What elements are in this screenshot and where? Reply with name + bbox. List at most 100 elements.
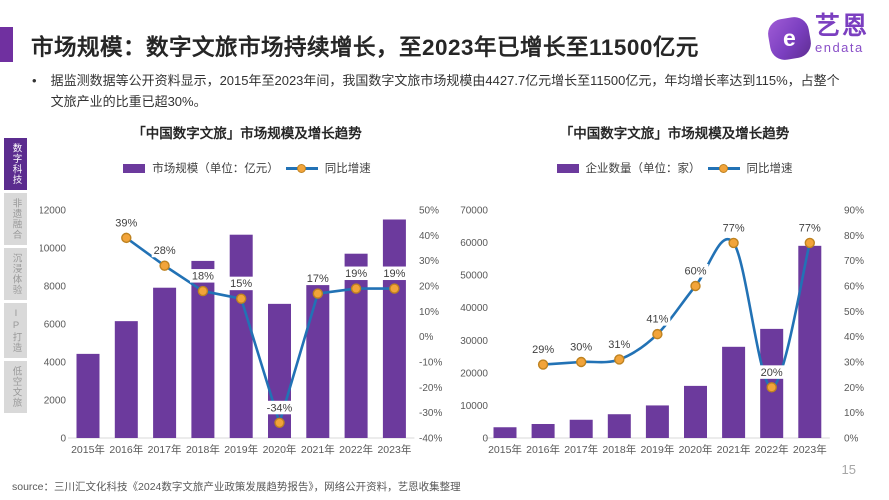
svg-text:2015年: 2015年 (488, 443, 522, 456)
summary-text: 据监测数据等公开资料显示，2015年至2023年间，我国数字文旅市场规模由442… (50, 73, 840, 109)
bullet-marker: • (32, 73, 37, 88)
svg-text:40%: 40% (844, 332, 864, 343)
svg-text:6000: 6000 (44, 320, 67, 331)
svg-text:15%: 15% (230, 278, 252, 290)
svg-text:2021年: 2021年 (301, 443, 335, 456)
svg-text:40%: 40% (419, 231, 439, 242)
enterprise-count-chart: 0 10000 20000 30000 40000 50000 60000 70000 90% 8… (460, 206, 864, 457)
sidebar-tab-digital-tech[interactable]: 数字科技 (4, 138, 27, 190)
logo-text: 艺恩 endata (814, 12, 869, 55)
chart-title-left: 「中国数字文旅」市场规模及增长趋势 (132, 126, 362, 141)
svg-text:2000: 2000 (44, 396, 67, 407)
svg-text:10000: 10000 (460, 401, 488, 412)
svg-text:2018年: 2018年 (602, 443, 636, 456)
svg-text:60%: 60% (684, 266, 706, 278)
svg-text:8000: 8000 (44, 282, 67, 293)
svg-text:80%: 80% (844, 231, 864, 242)
enterprise-count-chart-block: 「中国数字文旅」市场规模及增长趋势 企业数量（单位：家） 同比增速 0 10000… (460, 122, 889, 456)
source-note: source：三川汇文化科技《2024数字文旅产业政策发展趋势报告》，网络公开资… (12, 481, 461, 493)
svg-text:30%: 30% (570, 342, 592, 354)
sidebar-tab-low-altitude[interactable]: 低空文旅 (4, 361, 27, 413)
svg-text:-20%: -20% (419, 383, 442, 394)
sidebar-tab-immersive-exp[interactable]: 沉浸体验 (4, 248, 27, 300)
sidebar-tab-heritage-fusion[interactable]: 非遗融合 (4, 193, 27, 245)
page-title: 市场规模：数字文旅市场持续增长，至2023年已增长至11500亿元 (31, 35, 699, 60)
logo-subtitle: endata (814, 40, 864, 55)
svg-text:41%: 41% (646, 314, 668, 326)
svg-text:2015年: 2015年 (71, 443, 105, 456)
svg-text:-40%: -40% (419, 434, 442, 445)
svg-text:50000: 50000 (460, 271, 488, 282)
svg-text:20%: 20% (844, 383, 864, 394)
svg-text:20%: 20% (419, 282, 439, 293)
line-legend-swatch (285, 163, 318, 173)
svg-text:30%: 30% (419, 256, 439, 267)
svg-text:50%: 50% (844, 307, 864, 318)
bar-legend-label: 企业数量（单位：家） (585, 163, 701, 175)
svg-text:29%: 29% (532, 344, 554, 356)
svg-text:40000: 40000 (460, 303, 488, 314)
svg-text:28%: 28% (154, 245, 176, 257)
svg-text:17%: 17% (307, 273, 329, 285)
svg-text:0%: 0% (844, 434, 859, 445)
svg-text:60000: 60000 (460, 238, 488, 249)
svg-text:2017年: 2017年 (564, 443, 598, 456)
market-size-chart: 0 2000 4000 6000 8000 10000 12000 50% 40% 30% 20% 1… (40, 206, 442, 457)
svg-text:2017年: 2017年 (148, 443, 182, 456)
svg-text:2023年: 2023年 (793, 443, 827, 456)
chart-legend-right: 企业数量（单位：家） 同比增速 (460, 160, 889, 176)
svg-text:77%: 77% (799, 222, 821, 234)
svg-text:70%: 70% (844, 256, 864, 267)
svg-text:2019年: 2019年 (640, 443, 674, 456)
page-number: 15 (841, 462, 856, 477)
svg-text:10%: 10% (844, 408, 864, 419)
svg-text:18%: 18% (192, 271, 214, 283)
chart-title-right: 「中国数字文旅」市场规模及增长趋势 (559, 126, 790, 141)
svg-text:0: 0 (482, 434, 488, 445)
svg-text:0%: 0% (419, 332, 434, 343)
svg-text:20%: 20% (761, 367, 783, 379)
svg-text:20000: 20000 (460, 368, 488, 379)
svg-text:90%: 90% (844, 206, 864, 217)
svg-text:70000: 70000 (460, 206, 488, 217)
svg-text:-30%: -30% (419, 408, 442, 419)
svg-text:2022年: 2022年 (339, 443, 373, 456)
sidebar-tab-ip-building[interactable]: IP打造 (4, 303, 27, 358)
svg-text:31%: 31% (608, 339, 630, 351)
title-accent-bar (0, 27, 13, 62)
svg-text:-10%: -10% (419, 358, 442, 369)
svg-text:77%: 77% (723, 222, 745, 234)
line-legend-swatch (707, 163, 740, 173)
svg-text:60%: 60% (844, 282, 864, 293)
chart-legend-left: 市场规模（单位：亿元） 同比增速 (40, 160, 454, 176)
svg-text:10000: 10000 (40, 244, 66, 255)
svg-text:0: 0 (60, 434, 66, 445)
summary-bullet: • 据监测数据等公开资料显示，2015年至2023年间，我国数字文旅市场规模由4… (32, 70, 842, 112)
logo-name: 艺恩 (814, 12, 869, 40)
endata-logo-icon: e (765, 14, 814, 63)
svg-text:30000: 30000 (460, 336, 488, 347)
bar-legend-swatch (123, 163, 146, 173)
svg-text:2016年: 2016年 (109, 443, 143, 456)
section-sidebar: 数字科技 非遗融合 沉浸体验 IP打造 低空文旅 (4, 138, 27, 413)
bar-legend-swatch (556, 163, 579, 173)
svg-text:2018年: 2018年 (186, 443, 220, 456)
svg-text:2023年: 2023年 (377, 443, 411, 456)
svg-text:2019年: 2019年 (224, 443, 258, 456)
line-legend-label: 同比增速 (324, 163, 371, 175)
svg-text:39%: 39% (115, 217, 137, 229)
endata-logo: e 艺恩 endata (765, 12, 869, 63)
svg-text:50%: 50% (419, 206, 439, 217)
svg-text:2020年: 2020年 (679, 443, 713, 456)
logo-e-glyph: e (783, 25, 796, 52)
svg-text:-34%: -34% (267, 402, 293, 414)
svg-text:10%: 10% (419, 307, 439, 318)
market-size-chart-block: 「中国数字文旅」市场规模及增长趋势 市场规模（单位：亿元） 同比增速 0 2000… (40, 122, 454, 456)
svg-text:30%: 30% (844, 358, 864, 369)
svg-text:2021年: 2021年 (717, 443, 751, 456)
line-legend-label: 同比增速 (746, 163, 793, 175)
svg-text:2016年: 2016年 (526, 443, 560, 456)
svg-text:19%: 19% (345, 268, 367, 280)
svg-text:2020年: 2020年 (263, 443, 297, 456)
bar-legend-label: 市场规模（单位：亿元） (152, 163, 279, 175)
